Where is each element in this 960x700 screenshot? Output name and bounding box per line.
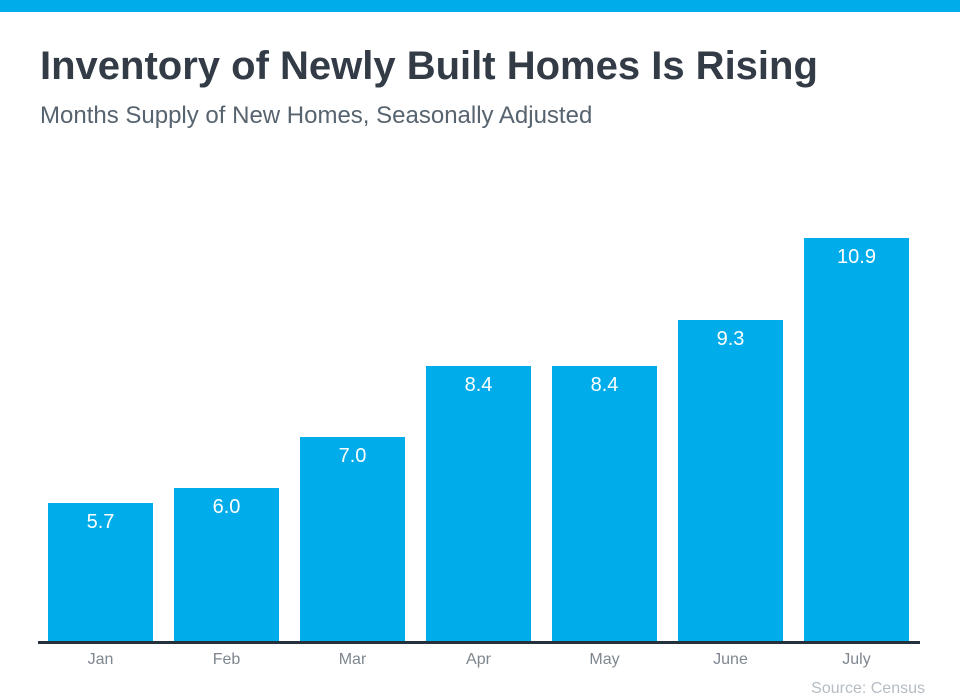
bar-value-label-feb: 6.0 (212, 496, 241, 518)
bar-mar: 7.0 (300, 437, 405, 641)
bar-jan: 5.7 (48, 503, 153, 641)
x-axis-line (38, 641, 920, 644)
chart-title: Inventory of Newly Built Homes Is Rising (40, 44, 818, 88)
x-axis-label-jan: Jan (87, 651, 114, 668)
bar-july: 10.9 (804, 238, 909, 641)
top-accent-strip (0, 0, 960, 12)
x-axis-label-feb: Feb (212, 651, 241, 668)
bar-value-label-apr: 8.4 (464, 373, 493, 396)
bar-may: 8.4 (552, 365, 657, 641)
x-axis-label-june: June (713, 651, 748, 668)
chart-subtitle: Months Supply of New Homes, Seasonally A… (40, 102, 593, 129)
bar-value-label-mar: 7.0 (338, 445, 367, 467)
source-note: Source: Census (811, 680, 925, 697)
bar-feb: 6.0 (174, 488, 279, 641)
bar-value-label-jan: 5.7 (86, 511, 115, 534)
bar-value-label-july: 10.9 (837, 246, 876, 269)
x-axis-label-may: May (589, 651, 620, 668)
x-axis-label-mar: Mar (338, 651, 367, 668)
x-axis-label-apr: Apr (466, 651, 491, 668)
bar-apr: 8.4 (426, 365, 531, 641)
bar-value-label-may: 8.4 (590, 373, 619, 396)
bar-june: 9.3 (678, 319, 783, 641)
plot-area: 5.7 6.0 7.0 8.4 8.4 9.3 10.9 (38, 150, 920, 644)
x-axis-labels: Jan Feb Mar Apr May June July (38, 651, 920, 671)
x-axis-label-july: July (842, 651, 871, 668)
bar-value-label-june: 9.3 (716, 327, 745, 350)
